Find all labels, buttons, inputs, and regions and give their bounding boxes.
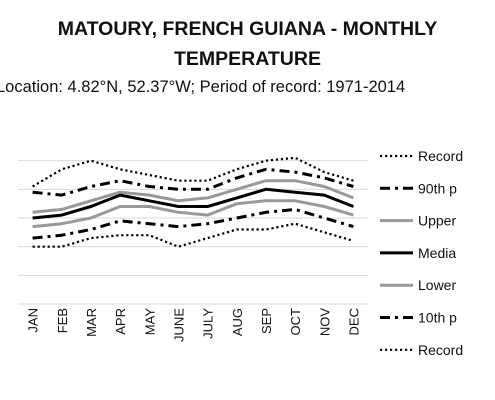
x-tick-label-may: MAY — [142, 308, 157, 336]
x-tick-label-july: JULY — [201, 308, 216, 339]
x-tick-label-sep: SEP — [259, 308, 274, 334]
x-tick-label-apr: APR — [113, 308, 128, 335]
x-tick-label-nov: NOV — [317, 308, 332, 337]
legend-label-5: 10th p — [418, 310, 457, 326]
series-line-4 — [32, 199, 354, 229]
series-line-2 — [32, 179, 354, 214]
legend-label-1: 90th p — [418, 180, 457, 196]
legend-label-3: Media — [418, 245, 456, 261]
legend-label-6: Record — [418, 342, 463, 358]
chart-title: MATOURY, FRENCH GUIANA - MONTHLY TEMPERA… — [0, 14, 495, 74]
series-line-1 — [32, 167, 354, 197]
x-tick-label-mar: MAR — [84, 308, 99, 337]
legend-label-0: Record — [418, 148, 463, 164]
x-tick-label-june: JUNE — [171, 308, 186, 342]
x-tick-label-jan: JAN — [26, 308, 41, 333]
x-tick-label-feb: FEB — [55, 308, 70, 333]
x-tick-label-oct: OCT — [288, 308, 303, 336]
series-line-3 — [32, 187, 354, 220]
legend-label-2: Upper — [418, 213, 456, 229]
x-tick-label-dec: DEC — [346, 308, 361, 335]
series-line-5 — [32, 207, 354, 240]
legend-label-4: Lower — [418, 277, 456, 293]
x-tick-label-aug: AUG — [230, 308, 245, 336]
series-line-6 — [32, 222, 354, 248]
chart-title-line2: TEMPERATURE — [174, 48, 321, 70]
chart-subtitle: Location: 4.82°N, 52.37°W; Period of rec… — [0, 78, 406, 96]
chart-title-line1: MATOURY, FRENCH GUIANA - MONTHLY — [57, 18, 438, 40]
